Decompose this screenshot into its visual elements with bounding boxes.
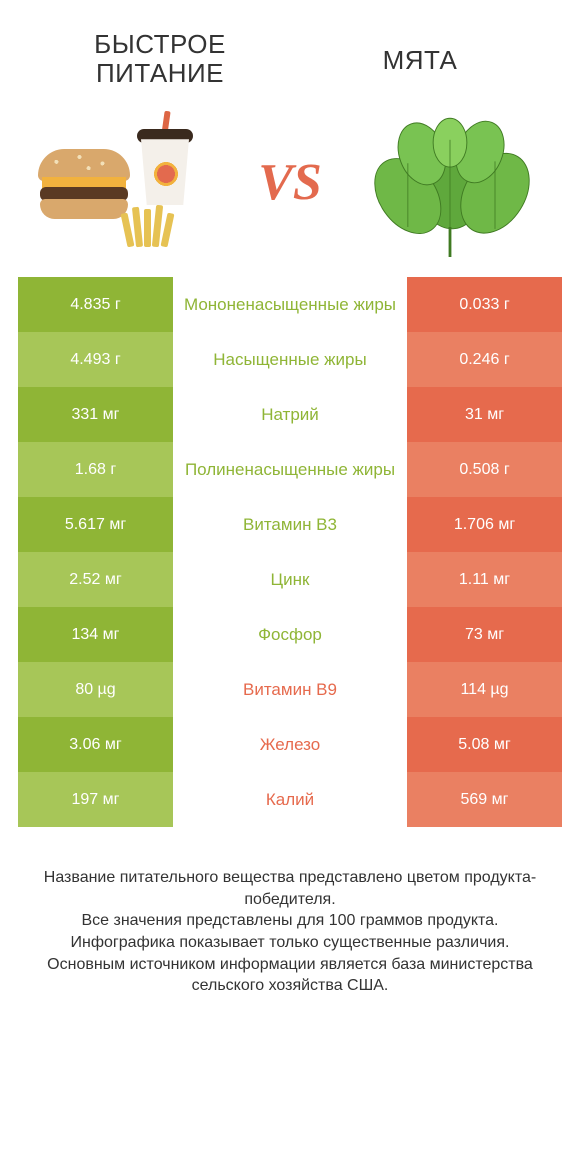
nutrient-label: Насыщенные жиры bbox=[173, 332, 407, 387]
value-left: 331 мг bbox=[18, 387, 173, 442]
value-left: 4.835 г bbox=[18, 277, 173, 332]
value-right: 0.033 г bbox=[407, 277, 562, 332]
value-left: 197 мг bbox=[18, 772, 173, 827]
value-right: 5.08 мг bbox=[407, 717, 562, 772]
footer-line: Основным источником информации является … bbox=[20, 954, 560, 997]
nutrient-label: Витамин B9 bbox=[173, 662, 407, 717]
nutrient-label: Калий bbox=[173, 772, 407, 827]
table-row: 4.493 гНасыщенные жиры0.246 г bbox=[18, 332, 562, 387]
table-row: 134 мгФосфор73 мг bbox=[18, 607, 562, 662]
value-right: 114 µg bbox=[407, 662, 562, 717]
value-left: 3.06 мг bbox=[18, 717, 173, 772]
nutrient-label: Мононенасыщенные жиры bbox=[173, 277, 407, 332]
footer-notes: Название питательного вещества представл… bbox=[0, 827, 580, 1017]
value-right: 0.246 г bbox=[407, 332, 562, 387]
nutrient-label: Железо bbox=[173, 717, 407, 772]
value-left: 5.617 мг bbox=[18, 497, 173, 552]
footer-line: Все значения представлены для 100 граммо… bbox=[20, 910, 560, 932]
value-left: 2.52 мг bbox=[18, 552, 173, 607]
table-row: 80 µgВитамин B9114 µg bbox=[18, 662, 562, 717]
comparison-table: 4.835 гМононенасыщенные жиры0.033 г4.493… bbox=[0, 277, 580, 827]
title-right: мята bbox=[310, 30, 530, 87]
table-row: 3.06 мгЖелезо5.08 мг bbox=[18, 717, 562, 772]
table-row: 331 мгНатрий31 мг bbox=[18, 387, 562, 442]
value-right: 569 мг bbox=[407, 772, 562, 827]
footer-line: Название питательного вещества представл… bbox=[20, 867, 560, 910]
table-row: 4.835 гМононенасыщенные жиры0.033 г bbox=[18, 277, 562, 332]
title-left: Быстрое питание bbox=[50, 30, 270, 87]
value-left: 80 µg bbox=[18, 662, 173, 717]
value-right: 31 мг bbox=[407, 387, 562, 442]
nutrient-label: Витамин B3 bbox=[173, 497, 407, 552]
value-right: 1.706 мг bbox=[407, 497, 562, 552]
nutrient-label: Натрий bbox=[173, 387, 407, 442]
images-row: VS bbox=[0, 97, 580, 277]
table-row: 197 мгКалий569 мг bbox=[18, 772, 562, 827]
nutrient-label: Фосфор bbox=[173, 607, 407, 662]
value-right: 0.508 г bbox=[407, 442, 562, 497]
value-left: 134 мг bbox=[18, 607, 173, 662]
value-left: 4.493 г bbox=[18, 332, 173, 387]
table-row: 1.68 гПолиненасыщенные жиры0.508 г bbox=[18, 442, 562, 497]
fastfood-image bbox=[30, 107, 230, 257]
table-row: 2.52 мгЦинк1.11 мг bbox=[18, 552, 562, 607]
value-right: 73 мг bbox=[407, 607, 562, 662]
nutrient-label: Полиненасыщенные жиры bbox=[173, 442, 407, 497]
value-left: 1.68 г bbox=[18, 442, 173, 497]
vs-label: VS bbox=[258, 153, 322, 212]
mint-image bbox=[350, 107, 550, 257]
value-right: 1.11 мг bbox=[407, 552, 562, 607]
nutrient-label: Цинк bbox=[173, 552, 407, 607]
footer-line: Инфографика показывает только существенн… bbox=[20, 932, 560, 954]
table-row: 5.617 мгВитамин B31.706 мг bbox=[18, 497, 562, 552]
header: Быстрое питание мята bbox=[0, 0, 580, 97]
